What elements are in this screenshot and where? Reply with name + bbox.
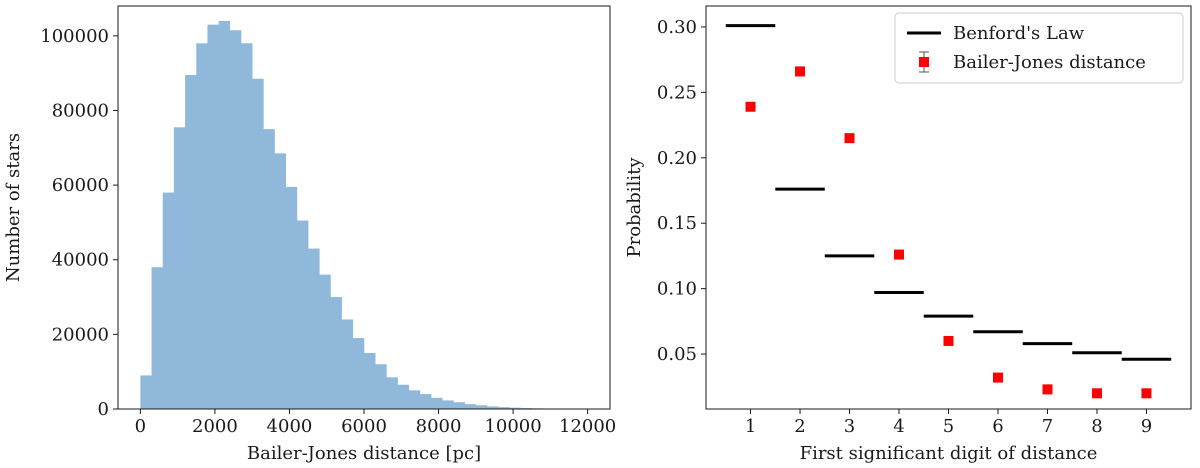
histogram-bar — [241, 43, 253, 409]
histogram-bar — [308, 248, 320, 409]
histogram-bar — [408, 390, 421, 409]
histogram-bar — [207, 24, 219, 409]
x-tick-label: 7 — [1042, 416, 1053, 437]
data-point — [795, 66, 806, 77]
histogram-bar — [453, 402, 465, 409]
histogram-bar — [151, 267, 164, 409]
x-tick-label: 6000 — [341, 416, 387, 437]
y-tick-label: 0.20 — [657, 148, 697, 169]
histogram-bar — [162, 192, 175, 409]
histogram-bar — [509, 407, 521, 409]
y-tick-label: 20000 — [52, 324, 109, 345]
histogram-bar — [185, 75, 197, 409]
x-tick-label: 2000 — [192, 416, 238, 437]
x-tick-label: 4000 — [267, 416, 313, 437]
histogram-bar — [498, 407, 510, 409]
data-point — [745, 101, 756, 112]
histogram-bar — [196, 43, 208, 409]
data-point — [1141, 388, 1152, 399]
data-point — [894, 249, 905, 260]
data-point — [844, 133, 855, 144]
x-tick-label: 1 — [745, 416, 756, 437]
legend-box — [894, 12, 1184, 84]
histogram-bar — [330, 297, 342, 409]
data-point — [1042, 384, 1053, 395]
x-tick-label: 0 — [135, 416, 146, 437]
histogram-bar — [229, 30, 242, 409]
y-tick-label: 0.10 — [657, 279, 697, 300]
histogram-bar — [218, 20, 231, 409]
histogram-bar — [274, 153, 287, 409]
x-tick-label: 3 — [844, 416, 855, 437]
x-tick-label: 2 — [794, 416, 805, 437]
histogram-bar — [252, 78, 264, 409]
y-tick-label: 0 — [98, 399, 109, 420]
y-axis-label: Number of stars — [3, 133, 24, 282]
x-tick-label: 8000 — [416, 416, 462, 437]
x-axis-label: First significant digit of distance — [800, 443, 1098, 464]
x-tick-label: 9 — [1141, 416, 1152, 437]
histogram-bar — [464, 404, 477, 409]
histogram-bar — [341, 319, 354, 409]
data-point — [992, 372, 1003, 383]
histogram-bar — [173, 127, 186, 410]
histogram-bar — [285, 186, 298, 409]
x-tick-label: 6 — [992, 416, 1003, 437]
histogram-bar — [397, 384, 410, 409]
legend-entry-bailer-jones: Bailer-Jones distance — [953, 52, 1146, 73]
histogram-bar — [296, 220, 309, 409]
y-axis-label: Probability — [624, 157, 645, 258]
x-tick-label: 4 — [893, 416, 904, 437]
histogram-bar — [419, 394, 432, 409]
histogram-bar — [386, 377, 398, 409]
y-tick-label: 0.30 — [657, 17, 697, 38]
y-tick-label: 0.05 — [657, 344, 697, 365]
legend-marker-swatch — [919, 57, 929, 67]
histogram-bar — [442, 400, 454, 409]
y-tick-label: 60000 — [52, 175, 109, 196]
y-tick-label: 0.15 — [657, 213, 697, 234]
histogram-bar — [431, 397, 443, 409]
histogram-bar — [140, 375, 152, 409]
histogram-bar — [475, 405, 488, 409]
histogram-bar — [364, 353, 376, 409]
x-axis-label: Bailer-Jones distance [pc] — [247, 443, 481, 464]
histogram-bar — [487, 406, 499, 409]
x-tick-label: 8 — [1091, 416, 1102, 437]
histogram-panel: 0 2000 4000 6000 8000 10000 12000 0 20000 40000 60… — [3, 5, 616, 464]
benford-panel: 1 2 3 4 5 6 7 8 9 0.05 0.10 0.15 0.20 0.25 0.30 First s… — [624, 5, 1192, 464]
x-tick-label: 12000 — [559, 416, 616, 437]
data-point — [943, 335, 954, 346]
y-tick-label: 100000 — [40, 26, 109, 47]
y-tick-label: 80000 — [52, 100, 109, 121]
histogram-bar — [263, 129, 275, 409]
y-tick-label: 0.25 — [657, 82, 697, 103]
histogram-bar — [352, 338, 365, 409]
legend-entry-benford: Benford's Law — [953, 23, 1085, 44]
histogram-bar — [375, 364, 387, 409]
x-tick-label: 5 — [943, 416, 954, 437]
legend: Benford's Law Bailer-Jones distance — [894, 12, 1184, 84]
x-tick-label: 10000 — [484, 416, 541, 437]
data-point — [1091, 388, 1102, 399]
y-tick-label: 40000 — [52, 250, 109, 271]
histogram-bar — [319, 274, 331, 409]
